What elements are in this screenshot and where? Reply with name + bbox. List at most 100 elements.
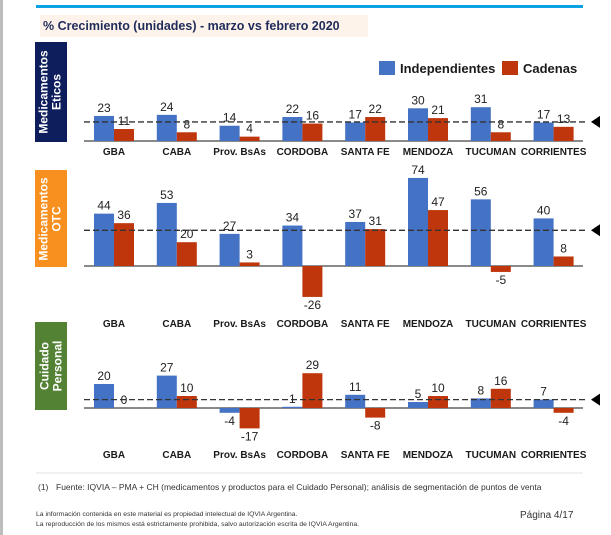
data-label: 23 [97,101,111,115]
data-label: 20 [180,227,194,241]
bar-cadenas-0 [114,129,134,141]
data-label: -17 [241,429,259,443]
data-label: -8 [370,419,381,433]
page-title: % Crecimiento (unidades) - marzo vs febr… [43,19,340,33]
category-label: TUCUMAN [466,319,517,330]
category-label: TUCUMAN [466,450,517,461]
bar-cadenas-3 [302,373,323,408]
data-label: 17 [349,107,363,121]
reference-arrow-icon [591,224,600,237]
legend-label-independientes: Independientes [400,61,496,76]
data-label: 30 [411,93,425,107]
bar-independientes-1 [156,202,177,266]
bar-cadenas-4 [365,229,386,266]
bar-independientes-0 [94,213,114,266]
data-label: 8 [183,117,190,131]
data-label: 5 [415,387,422,401]
category-label: CORDOBA [277,450,329,461]
bar-independientes-7 [533,399,554,408]
category-label: TUCUMAN [466,147,517,158]
data-label: 11 [349,380,362,394]
category-label: CABA [162,450,191,461]
data-label: 10 [431,381,445,395]
category-label: MENDOZA [403,147,454,158]
bar-independientes-5 [408,177,428,266]
footnote-text: Fuente: IQVIA – PMA + CH (medicamentos y… [56,482,542,492]
bar-cadenas-2 [239,408,260,429]
bar-independientes-5 [408,108,428,141]
bar-cadenas-3 [302,266,323,297]
bar-independientes-0 [94,115,114,141]
data-label: 27 [223,219,237,233]
data-label: 22 [286,102,300,116]
data-label: 56 [474,184,488,198]
data-label: 34 [286,211,300,225]
category-label: CORRIENTES [521,450,587,461]
data-label: 13 [557,112,571,126]
bar-independientes-6 [470,199,491,266]
data-label: 14 [223,111,237,125]
bar-cadenas-1 [176,242,197,266]
segment-label-otc: Medicamentos OTC [35,170,67,267]
data-label: 16 [494,374,508,388]
data-label: 17 [537,107,551,121]
data-label: 8 [497,117,504,131]
category-label: GBA [103,147,125,158]
disclaimer-line-1: La información contenida en este materia… [36,511,298,518]
legend-swatch-independientes [379,61,395,75]
category-label: SANTA FE [341,319,390,330]
category-label: CABA [162,147,191,158]
reference-arrow-icon [591,393,600,406]
bar-cadenas-1 [176,132,197,141]
category-label: GBA [103,450,125,461]
data-label: -4 [558,414,569,428]
data-label: 7 [540,385,547,399]
data-label: 36 [117,208,131,222]
legend-label-cadenas: Cadenas [523,61,578,76]
category-label: SANTA FE [341,147,390,158]
category-label: CORDOBA [277,319,329,330]
bar-cadenas-2 [239,136,260,141]
reference-arrow-icon [591,115,600,128]
bar-cadenas-7 [553,408,574,413]
bar-cadenas-6 [490,388,511,408]
bar-cadenas-5 [428,118,448,141]
page-number: Página 4/17 [520,510,574,521]
chart-panel-2: 44 36 GBA 53 20 CABA 27 3 Prov. BsAs 34 -26 CORDOBA… [84,163,600,330]
bar-independientes-3 [282,117,303,141]
category-label: Prov. BsAs [213,450,266,461]
category-label: CORDOBA [277,147,329,158]
bar-independientes-7 [533,218,554,266]
data-label: 40 [537,203,551,217]
bar-cadenas-7 [553,126,574,141]
bar-cadenas-4 [365,408,386,418]
data-label: 1 [289,392,296,406]
data-label: -5 [495,273,506,287]
footnote-number: (1) [38,482,49,492]
data-label: 44 [97,199,111,213]
bar-independientes-4 [345,221,366,266]
data-label: 53 [160,188,174,202]
bar-cadenas-4 [365,117,386,141]
bar-cadenas-6 [490,266,511,272]
data-label: -4 [224,414,235,428]
bar-independientes-4 [345,122,366,141]
category-label: Prov. BsAs [213,319,266,330]
bar-independientes-1 [156,375,177,408]
data-label: 27 [160,361,174,375]
bar-independientes-3 [282,406,303,408]
data-label: 74 [411,163,425,177]
legend-swatch-cadenas [502,61,518,75]
bar-independientes-7 [533,122,554,141]
segment-label-eticos: Medicamentos Eticos [35,42,67,142]
category-label: CORRIENTES [521,147,587,158]
segment-label-cuidado: Cuidado Personal [35,322,67,410]
data-label: 21 [431,103,445,117]
data-label: 8 [477,383,484,397]
bar-independientes-2 [219,408,240,413]
data-label: 47 [431,195,445,209]
bar-cadenas-3 [302,123,323,141]
data-label: 37 [349,207,363,221]
title-band [40,15,368,37]
